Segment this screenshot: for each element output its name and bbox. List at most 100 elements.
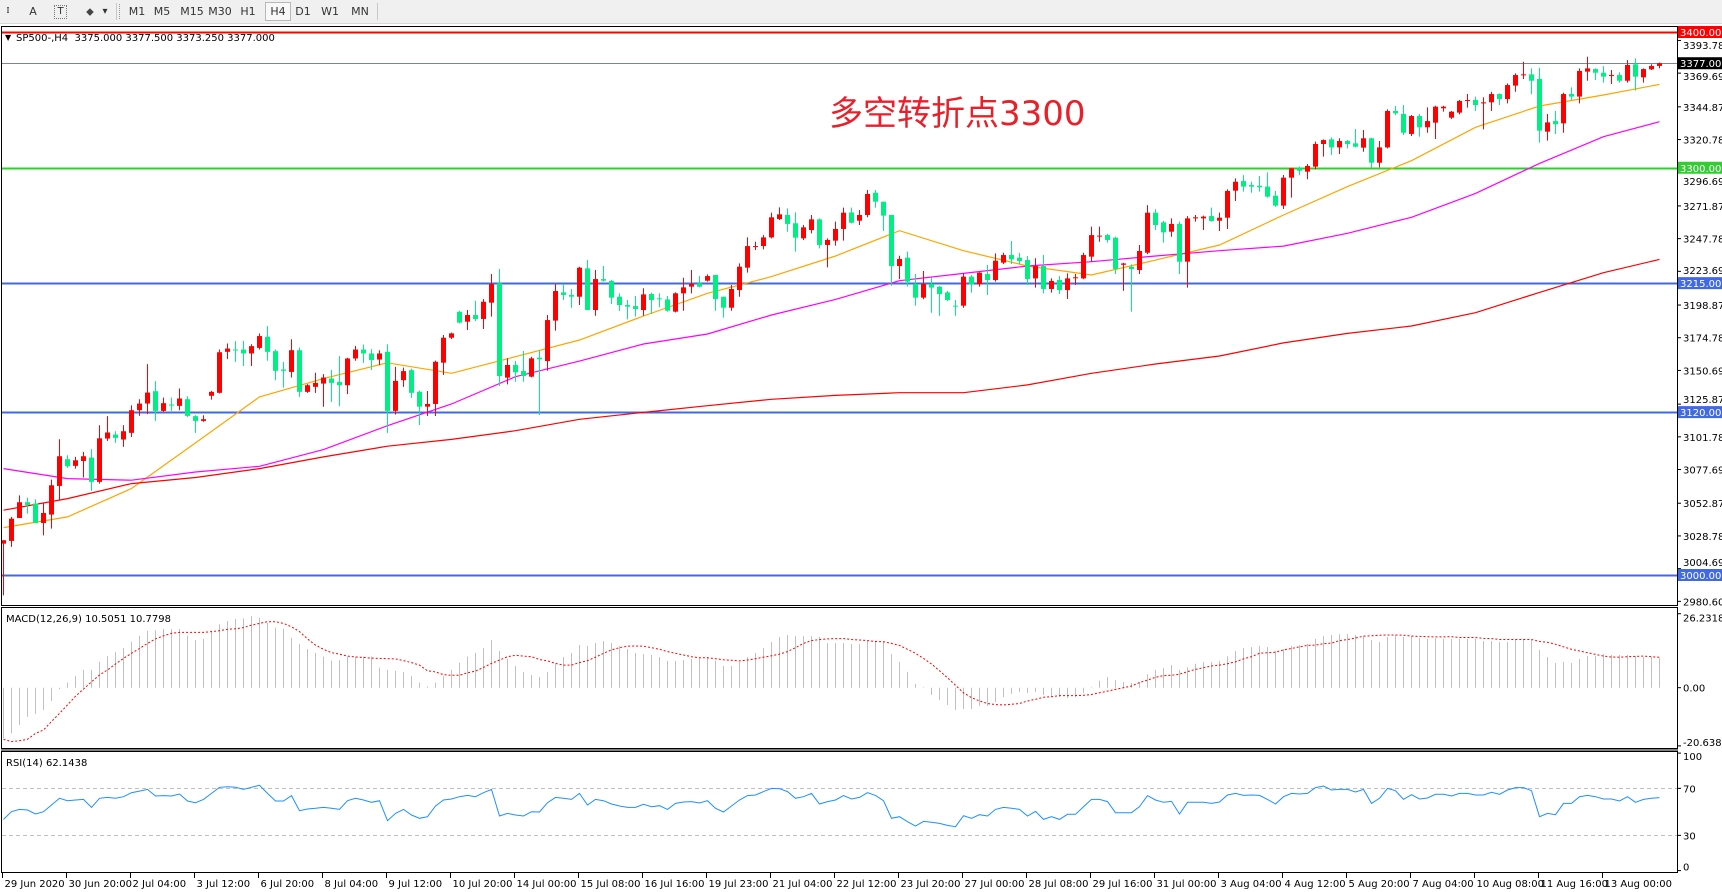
candle (929, 277, 934, 313)
candle-body (561, 292, 566, 295)
price-plot-area (2, 31, 1677, 596)
price-axis-label: 3028.780 (1683, 532, 1722, 543)
candle (921, 271, 926, 300)
candle (1561, 92, 1566, 133)
candle (97, 425, 102, 484)
candle (1273, 190, 1278, 207)
timeframe-h1-button[interactable]: H1 (240, 5, 256, 18)
candle-body (577, 267, 582, 297)
candle (57, 439, 62, 501)
candle-body (113, 434, 118, 438)
candle-body (1401, 113, 1406, 133)
candle-body (1225, 190, 1230, 218)
candle (697, 276, 702, 288)
candle-body (1601, 72, 1606, 77)
toolbar-grip-handle[interactable] (119, 4, 123, 19)
candle (1145, 205, 1150, 255)
rsi-panel[interactable] (1, 751, 1678, 873)
candle-body (1577, 70, 1582, 97)
timeframe-m15-button[interactable]: M15 (180, 5, 204, 18)
timeframe-m1-button[interactable]: M1 (128, 5, 146, 18)
timeframe-h4-button[interactable]: H4 (265, 2, 291, 21)
candle-body (857, 214, 862, 221)
candle (1345, 140, 1350, 149)
candle (1641, 68, 1646, 83)
timeframe-m30-button[interactable]: M30 (208, 5, 232, 18)
candle (1209, 207, 1214, 222)
annotation-text[interactable]: 多空转折点3300 (829, 94, 1086, 134)
candle-body (1033, 266, 1038, 279)
candle (1001, 252, 1006, 264)
candle-body (1241, 181, 1246, 187)
period-separator-grid-icon[interactable]: ⁞⁞ (6, 6, 10, 16)
candle (1657, 62, 1662, 69)
candle (1193, 214, 1198, 222)
candle (945, 291, 950, 302)
candle (1601, 66, 1606, 83)
badge-label: 3000.000 (1680, 571, 1722, 582)
candle-body (9, 518, 14, 541)
candle-body (1481, 102, 1486, 104)
collapse-arrow-icon[interactable]: ▼ (5, 33, 12, 42)
badge-label: 3400.000 (1680, 28, 1722, 39)
shapes-tool-icon[interactable]: ⬥ (86, 5, 94, 18)
candle-body (217, 352, 222, 393)
price-axis-label: 3174.780 (1683, 334, 1722, 345)
candle (1537, 67, 1542, 143)
candle (1489, 91, 1494, 112)
candle (1185, 216, 1190, 288)
candle-body (1161, 222, 1166, 233)
candle (265, 326, 270, 361)
symbol-ohlc-header: SP500-,H4 3375.000 3377.500 3373.250 337… (16, 33, 275, 44)
candle-body (1073, 277, 1078, 279)
candle-body (121, 431, 126, 440)
candle-body (889, 214, 894, 267)
rsi-label: RSI(14) 62.1438 (6, 758, 87, 769)
candle-body (193, 416, 198, 421)
badge-background (1678, 161, 1722, 174)
time-axis-label: 11 Aug 16:00 (1541, 879, 1608, 890)
candle-body (481, 301, 486, 319)
candle-body (1329, 139, 1334, 148)
candle-body (961, 276, 966, 306)
dropdown-arrow-icon[interactable]: ▾ (102, 6, 108, 17)
candle (545, 315, 550, 371)
candle (289, 339, 294, 378)
time-axis-label: 13 Aug 00:00 (1605, 879, 1672, 890)
candle-body (1377, 147, 1382, 163)
text-tool-icon[interactable]: A (29, 5, 37, 18)
candle-body (785, 214, 790, 224)
timeframe-m5-button[interactable]: M5 (153, 5, 171, 18)
candle-body (1617, 75, 1622, 81)
candle-body (601, 279, 606, 281)
timeframe-mn-button[interactable]: MN (351, 5, 369, 18)
candle (2, 540, 6, 596)
candle-body (161, 403, 166, 411)
rsi-axis-label: 30 (1683, 831, 1696, 842)
candle (1521, 61, 1526, 79)
candle (1153, 209, 1158, 231)
price-axis-label: 3125.870 (1683, 395, 1722, 406)
time-axis-label: 30 Jun 20:00 (69, 879, 133, 890)
candle (577, 266, 582, 305)
candle-body (1137, 250, 1142, 270)
candle-body (25, 502, 30, 505)
timeframe-w1-button[interactable]: W1 (321, 5, 339, 18)
timeframe-d1-button[interactable]: D1 (295, 5, 311, 18)
candle (1281, 174, 1286, 210)
candle-body (1425, 121, 1430, 128)
candle (1337, 138, 1342, 155)
candle (769, 212, 774, 239)
candle-body (1513, 75, 1518, 86)
candle (1585, 56, 1590, 81)
candle (1505, 83, 1510, 104)
candle-body (1465, 100, 1470, 102)
text-label-tool-icon[interactable]: T (54, 5, 67, 19)
candle-body (697, 283, 702, 287)
macd-panel[interactable] (1, 607, 1678, 749)
candle-body (609, 280, 614, 298)
candle-body (1553, 121, 1558, 125)
candle (793, 212, 798, 252)
candle-body (713, 274, 718, 300)
